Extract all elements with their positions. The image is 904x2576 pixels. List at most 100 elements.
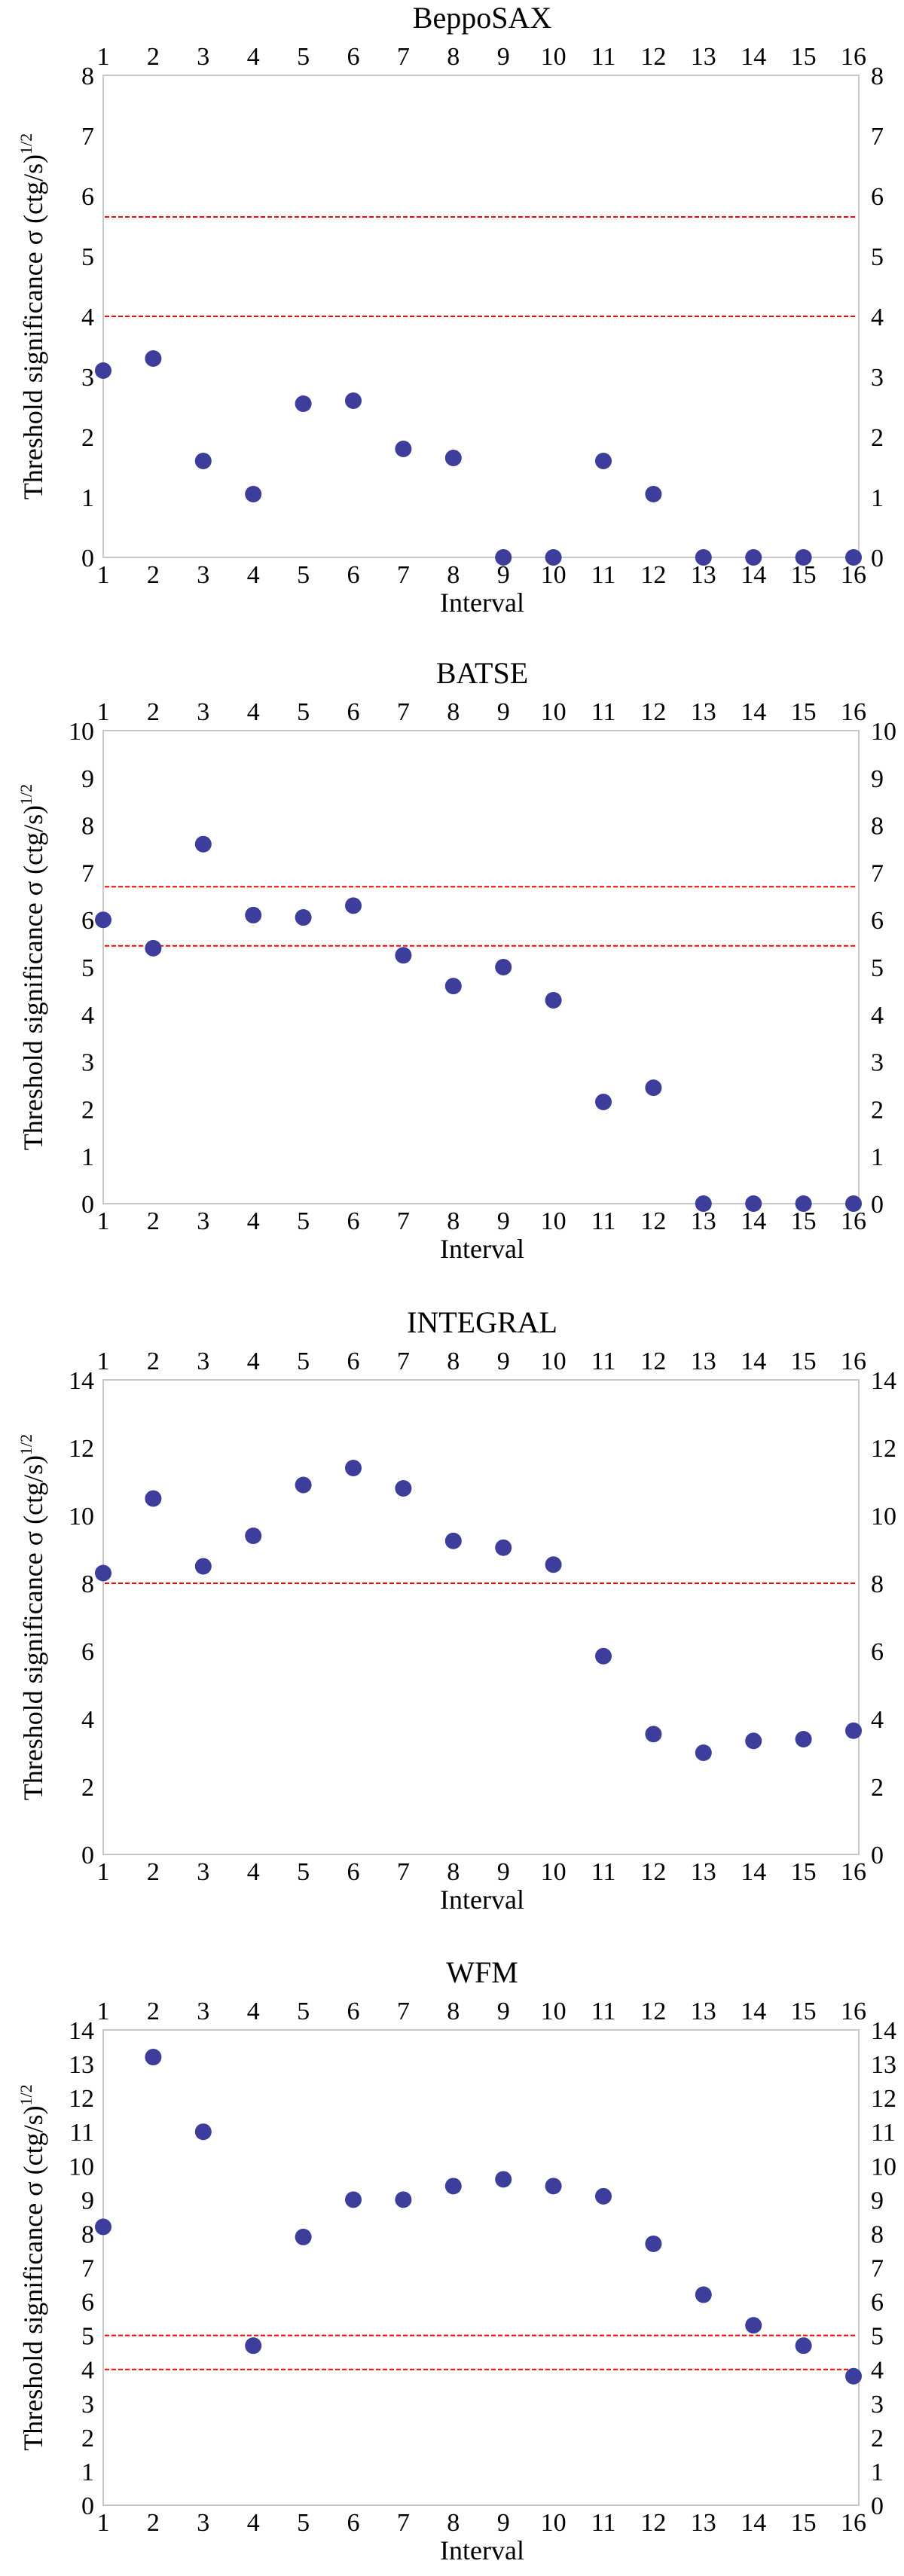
chart-title: BeppoSAX (413, 1, 552, 35)
x-tick-label-bottom: 6 (347, 561, 360, 589)
x-tick-label-bottom: 7 (397, 2509, 410, 2537)
x-tick-label-bottom: 16 (841, 2509, 866, 2537)
x-tick-label-top: 6 (347, 43, 360, 71)
y-tick-label-right: 5 (871, 954, 884, 982)
x-tick-label-bottom: 14 (741, 2509, 766, 2537)
x-tick-label-top: 3 (197, 1998, 209, 2025)
data-point (395, 947, 412, 964)
x-tick-label-top: 16 (841, 43, 866, 71)
data-point (745, 1732, 762, 1750)
x-tick-label-top: 12 (640, 1998, 666, 2025)
x-tick-label-bottom: 14 (741, 561, 766, 589)
y-tick-label-left: 3 (81, 2391, 94, 2419)
x-tick-label-bottom: 3 (197, 1207, 209, 1235)
x-tick-label-top: 3 (197, 43, 209, 71)
x-tick-label-bottom: 13 (691, 561, 716, 589)
y-tick-label-left: 3 (81, 1049, 94, 1077)
x-tick-label-bottom: 16 (841, 1858, 866, 1886)
x-tick-label-bottom: 4 (247, 561, 260, 589)
y-tick-label-right: 8 (871, 63, 884, 90)
x-tick-label-top: 2 (147, 1998, 160, 2025)
x-tick-label-bottom: 9 (497, 1207, 510, 1235)
data-point (645, 486, 662, 502)
plot-frame (102, 2029, 860, 2506)
y-tick-label-right: 14 (871, 2017, 896, 2045)
x-axis-label: Interval (440, 2535, 524, 2565)
y-tick-label-right: 8 (871, 813, 884, 841)
y-tick-label-right: 3 (871, 1049, 884, 1077)
data-point (245, 2337, 262, 2355)
data-point (345, 1460, 362, 1476)
y-tick-label-left: 14 (69, 1367, 94, 1395)
x-tick-label-bottom: 1 (97, 1858, 110, 1886)
data-point (645, 2235, 662, 2252)
x-tick-label-top: 12 (640, 43, 666, 71)
data-point (595, 1647, 612, 1665)
data-point (194, 1558, 212, 1575)
y-tick-label-right: 13 (871, 2051, 896, 2079)
y-tick-label-right: 1 (871, 1143, 884, 1171)
chart-title: WFM (446, 1955, 518, 1989)
x-tick-label-bottom: 3 (197, 561, 209, 589)
y-tick-label-left: 5 (81, 954, 94, 982)
x-tick-label-bottom: 16 (841, 561, 866, 589)
x-tick-label-top: 4 (247, 1998, 260, 2025)
x-tick-label-bottom: 8 (447, 1207, 460, 1235)
data-point (395, 2191, 412, 2208)
y-tick-label-right: 4 (871, 1002, 884, 1030)
x-tick-label-bottom: 6 (347, 2509, 360, 2537)
x-tick-label-top: 8 (447, 43, 460, 71)
x-tick-label-bottom: 8 (447, 561, 460, 589)
data-point (695, 549, 712, 566)
y-tick-label-left: 4 (81, 1002, 94, 1030)
y-axis-label: Threshold significance σ (ctg/s)1/2 (17, 133, 48, 499)
data-point (95, 911, 111, 929)
x-tick-label-top: 13 (691, 698, 716, 726)
y-tick-label-left: 4 (81, 2357, 94, 2385)
x-tick-label-bottom: 9 (497, 561, 510, 589)
y-tick-label-right: 1 (871, 484, 884, 512)
x-tick-label-bottom: 11 (591, 1207, 616, 1235)
x-tick-label-bottom: 2 (147, 1207, 160, 1235)
x-tick-label-top: 4 (247, 43, 260, 71)
x-tick-label-bottom: 10 (541, 1858, 567, 1886)
x-tick-label-top: 6 (347, 1998, 360, 2025)
x-tick-label-top: 4 (247, 698, 260, 726)
x-tick-label-bottom: 3 (197, 1858, 209, 1886)
data-point (194, 835, 212, 853)
data-point (795, 2337, 812, 2355)
x-tick-label-top: 7 (397, 698, 410, 726)
data-point (444, 2178, 462, 2195)
data-point (295, 395, 312, 412)
data-point (545, 549, 562, 566)
data-point (645, 1079, 662, 1097)
plot-frame (102, 1379, 860, 1855)
x-tick-label-bottom: 13 (691, 1207, 716, 1235)
data-point (95, 1564, 111, 1582)
x-tick-label-top: 11 (591, 698, 616, 726)
x-tick-label-top: 3 (197, 698, 209, 726)
x-tick-label-bottom: 16 (841, 1207, 866, 1235)
data-point (745, 1195, 762, 1212)
x-tick-label-top: 8 (447, 1348, 460, 1375)
x-tick-label-bottom: 14 (741, 1207, 766, 1235)
x-tick-label-top: 11 (591, 43, 616, 71)
y-tick-label-left: 14 (69, 2017, 94, 2045)
y-tick-label-left: 0 (81, 1191, 94, 1219)
data-point (545, 1556, 562, 1573)
y-tick-label-left: 12 (69, 2085, 94, 2113)
x-tick-label-bottom: 1 (97, 2509, 110, 2537)
data-point (495, 1539, 512, 1556)
x-tick-label-bottom: 9 (497, 1858, 510, 1886)
x-tick-label-bottom: 12 (640, 1858, 666, 1886)
x-tick-label-top: 11 (591, 1348, 616, 1375)
chart-title: BATSE (436, 656, 528, 690)
y-tick-label-left: 8 (81, 63, 94, 90)
chart-title: INTEGRAL (407, 1305, 557, 1339)
x-tick-label-bottom: 8 (447, 1858, 460, 1886)
data-point (145, 350, 162, 367)
chart-integral: INTEGRAL11223344556677889910101111121213… (17, 1305, 896, 1915)
y-axis-label-exponent: 1/2 (17, 133, 35, 154)
x-tick-label-top: 4 (247, 1348, 260, 1375)
data-point (495, 959, 512, 975)
